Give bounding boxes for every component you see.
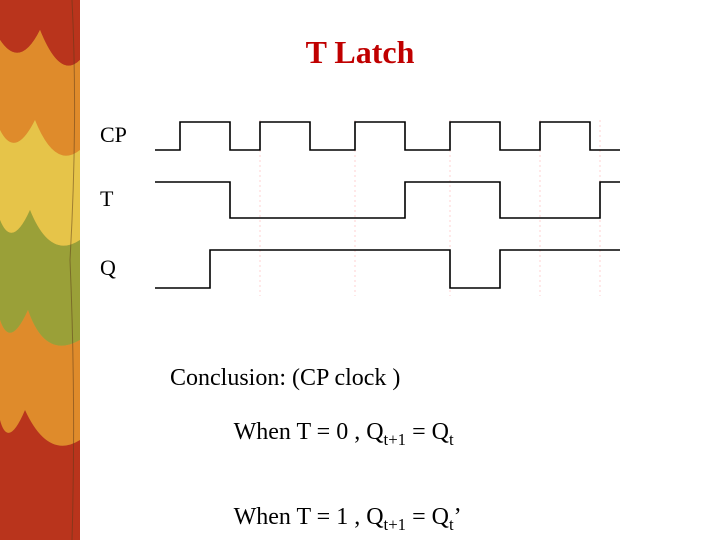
conclusion-line-2: When T = 0 , Qt+1 = Qt [170, 392, 462, 477]
page-title: T Latch [0, 34, 720, 71]
svg-text:Q: Q [100, 255, 116, 280]
title-text: T Latch [306, 34, 415, 70]
conclusion-line-3: When T = 1 , Qt+1 = Qt’ [170, 477, 462, 540]
conclusion-block: Conclusion: (CP clock ) When T = 0 , Qt+… [170, 365, 462, 540]
timing-diagram: CP T Q [100, 110, 620, 307]
svg-text:T: T [100, 186, 114, 211]
conclusion-line-1: Conclusion: (CP clock ) [170, 365, 462, 392]
decorative-sidebar [0, 0, 80, 540]
svg-text:CP: CP [100, 122, 127, 147]
